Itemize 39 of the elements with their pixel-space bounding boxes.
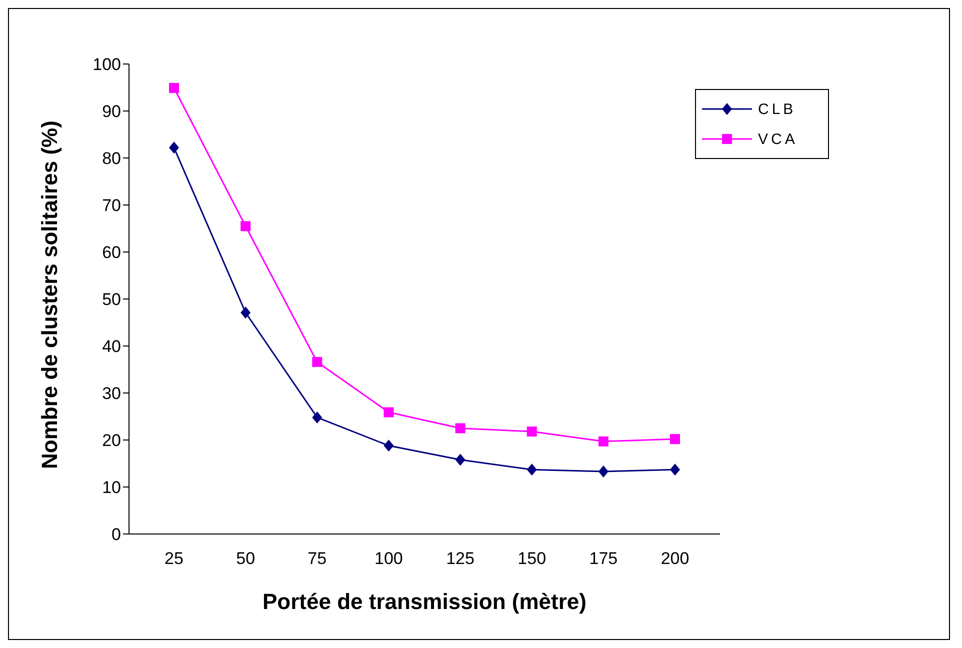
y-tick-label: 50 <box>102 290 121 310</box>
point <box>384 407 394 418</box>
x-tick-label: 100 <box>374 549 403 568</box>
point <box>169 82 179 93</box>
point <box>526 464 537 476</box>
y-tick-label: 10 <box>102 478 121 498</box>
y-tick-label: 80 <box>102 149 121 168</box>
legend-label: VCA <box>758 130 798 148</box>
x-tick-label: 25 <box>164 549 184 568</box>
x-tick-label: 75 <box>308 549 327 568</box>
point <box>312 411 322 424</box>
point <box>240 306 251 319</box>
point <box>598 465 608 478</box>
point <box>455 454 466 466</box>
point <box>455 423 466 434</box>
x-tick-label: 150 <box>518 549 546 568</box>
y-tick-label: 90 <box>102 102 121 122</box>
x-tick-label: 125 <box>446 549 474 568</box>
point <box>526 426 537 437</box>
y-tick-label: 20 <box>102 431 121 450</box>
x-tick-label: 175 <box>589 549 618 568</box>
x-tick-label: 200 <box>660 549 690 568</box>
point <box>240 221 251 232</box>
y-tick-label: 30 <box>102 384 121 404</box>
y-tick-label: 70 <box>102 196 121 216</box>
point <box>670 464 680 476</box>
x-axis-title: Portée de transmission (mètre) <box>262 589 586 614</box>
x-tick-label: 50 <box>236 549 256 568</box>
point <box>312 356 322 367</box>
y-tick-label: 100 <box>92 55 121 74</box>
y-tick-label: 40 <box>102 337 121 356</box>
point <box>169 142 179 154</box>
point <box>598 436 608 446</box>
legend-label: CLB <box>758 100 796 118</box>
point <box>384 440 394 452</box>
point <box>670 434 680 444</box>
y-axis-title: Nombre de clusters solitaires (%) <box>36 120 62 469</box>
y-tick-label: 60 <box>102 243 121 262</box>
y-tick-label: 0 <box>112 525 121 544</box>
